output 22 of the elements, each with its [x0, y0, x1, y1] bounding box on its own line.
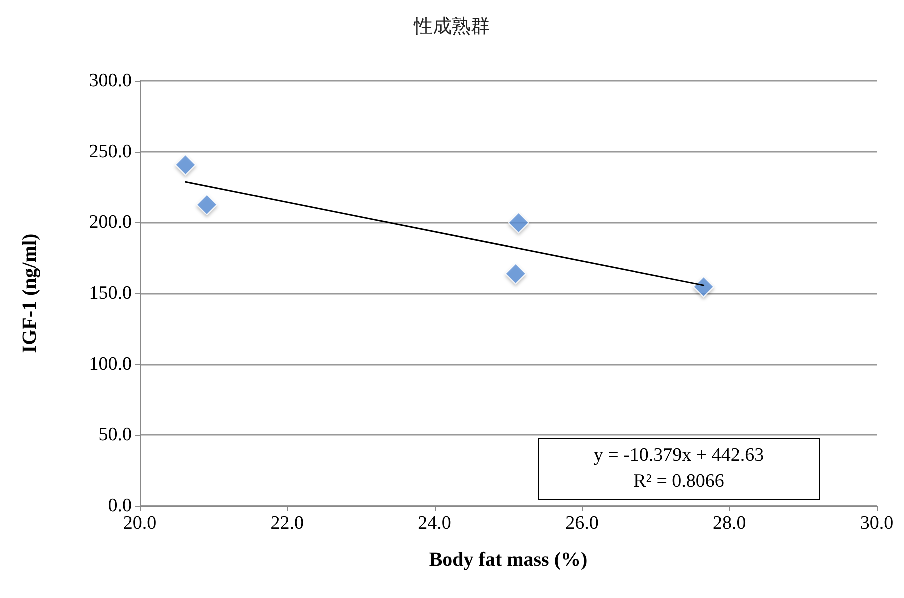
chart-title: 性成熟群: [413, 16, 490, 38]
annotation: y = -10.379x + 442.63: [592, 444, 766, 468]
point: [175, 154, 196, 176]
x-tick-label: 24.0: [418, 513, 452, 534]
y-axis-title: IGF-1 (ng/ml): [19, 234, 41, 354]
x-tick-label: 22.0: [270, 513, 304, 534]
x-tick-label: 28.0: [712, 513, 746, 534]
y-tick-label: 250.0: [89, 141, 132, 162]
x-tick-label: 30.0: [860, 513, 894, 534]
y-tick-label: 200.0: [89, 212, 132, 234]
y-tick-label: 300.0: [89, 70, 132, 92]
point: [508, 212, 530, 234]
point: [505, 263, 526, 284]
y-tick-label: 150.0: [89, 283, 132, 304]
x-tick-label: 26.0: [566, 513, 599, 534]
point: [693, 276, 714, 298]
text-box: y = -10.379x + 442.63 R² = 0.8066: [538, 438, 820, 500]
x-axis-title: Body fat mass (%): [429, 549, 588, 571]
annotation: R² = 0.8066: [632, 470, 726, 494]
y-tick-label: 100.0: [89, 354, 132, 375]
y-tick-label: 50.0: [98, 424, 132, 446]
point: [196, 194, 218, 216]
